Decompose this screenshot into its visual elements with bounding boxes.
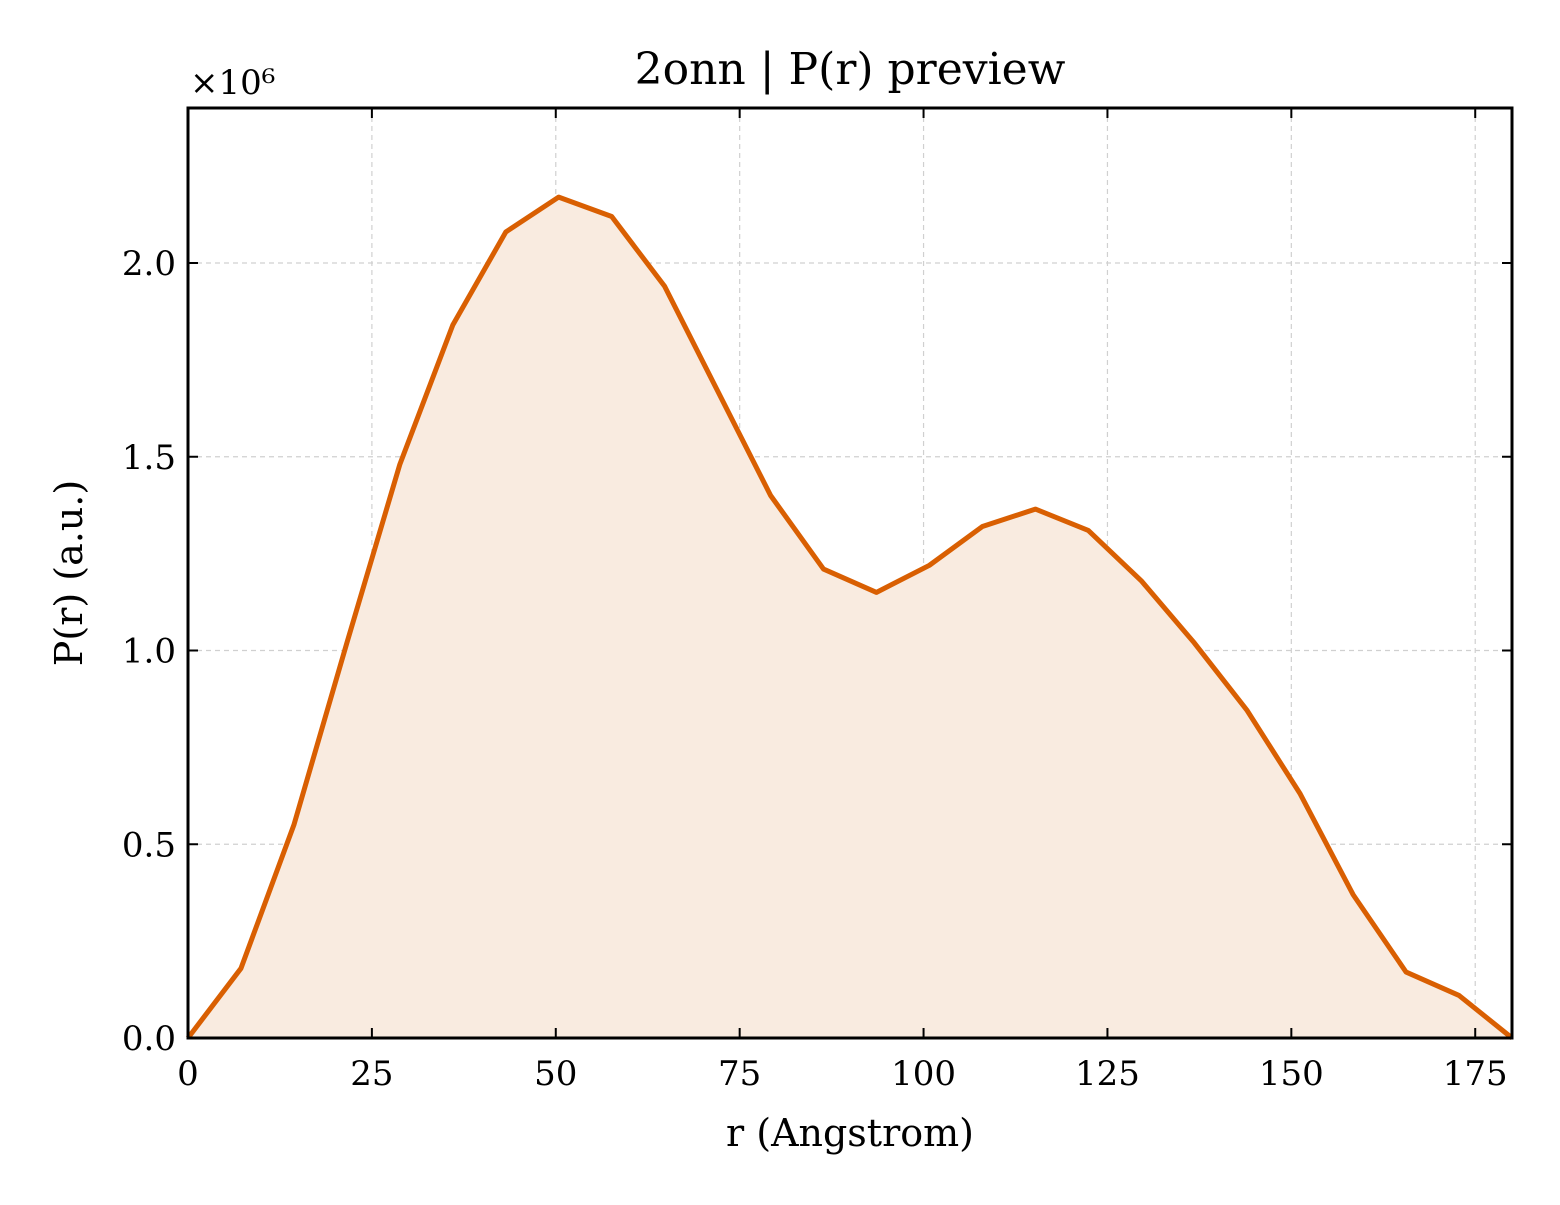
chart-title: 2onn | P(r) preview [635, 44, 1066, 95]
x-tick-label: 175 [1443, 1054, 1508, 1094]
x-tick-label: 50 [534, 1054, 577, 1094]
x-tick-label: 125 [1075, 1054, 1140, 1094]
x-tick-label: 75 [718, 1054, 761, 1094]
x-tick-label: 0 [177, 1054, 199, 1094]
x-tick-label: 25 [350, 1054, 393, 1094]
y-tick-label: 1.5 [122, 438, 176, 478]
series-area-fill [188, 197, 1512, 1039]
ticks: 0 25 50 75 100 125 150 175 0.0 0.5 1.0 1.5 2.0 [122, 108, 1512, 1094]
x-tick-label: 150 [1259, 1054, 1324, 1094]
x-tick-label: 100 [891, 1054, 956, 1094]
y-tick-label: 0.5 [122, 825, 176, 865]
x-axis-label: r (Angstrom) [726, 1111, 974, 1155]
plot-frame [186, 106, 1514, 1040]
y-tick-label: 2.0 [122, 244, 176, 284]
y-tick-label: 0.0 [122, 1019, 176, 1059]
y-tick-label: 1.0 [122, 632, 176, 672]
series-line [186, 194, 1514, 1040]
y-axis-label: P(r) (a.u.) [47, 480, 91, 666]
y-axis-offset-label: ×10⁶ [190, 63, 275, 103]
